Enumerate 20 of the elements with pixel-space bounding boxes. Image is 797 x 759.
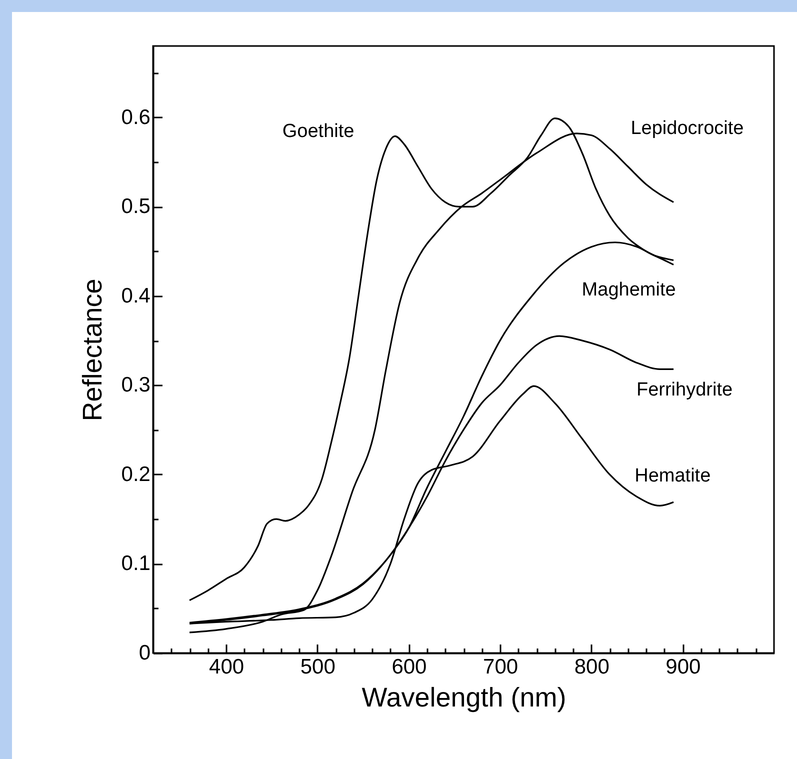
x-tick-label: 900	[666, 656, 701, 678]
series-label: Lepidocrocite	[630, 118, 744, 140]
x-tick-label: 400	[209, 656, 244, 678]
x-axis-title: Wavelength (nm)	[362, 682, 566, 712]
y-tick-label: 0	[138, 642, 150, 664]
x-tick-label: 800	[574, 656, 610, 678]
series-label: Maghemite	[582, 280, 676, 301]
series-label: Goethite	[282, 120, 354, 142]
y-tick-label: 0.3	[121, 374, 150, 397]
y-tick-label: 0.6	[121, 106, 150, 129]
y-axis-title: Reflectance	[77, 278, 108, 422]
x-tick-label: 600	[392, 656, 427, 678]
series-label: Ferrihydrite	[636, 380, 733, 401]
y-tick-label: 0.4	[121, 284, 151, 308]
x-tick-label: 500	[300, 656, 336, 678]
y-tick-label: 0.2	[121, 462, 150, 486]
series-label: Hematite	[634, 465, 711, 486]
y-tick-label: 0.5	[121, 195, 150, 218]
y-tick-label: 0.1	[121, 552, 150, 576]
x-tick-label: 700	[483, 656, 518, 678]
